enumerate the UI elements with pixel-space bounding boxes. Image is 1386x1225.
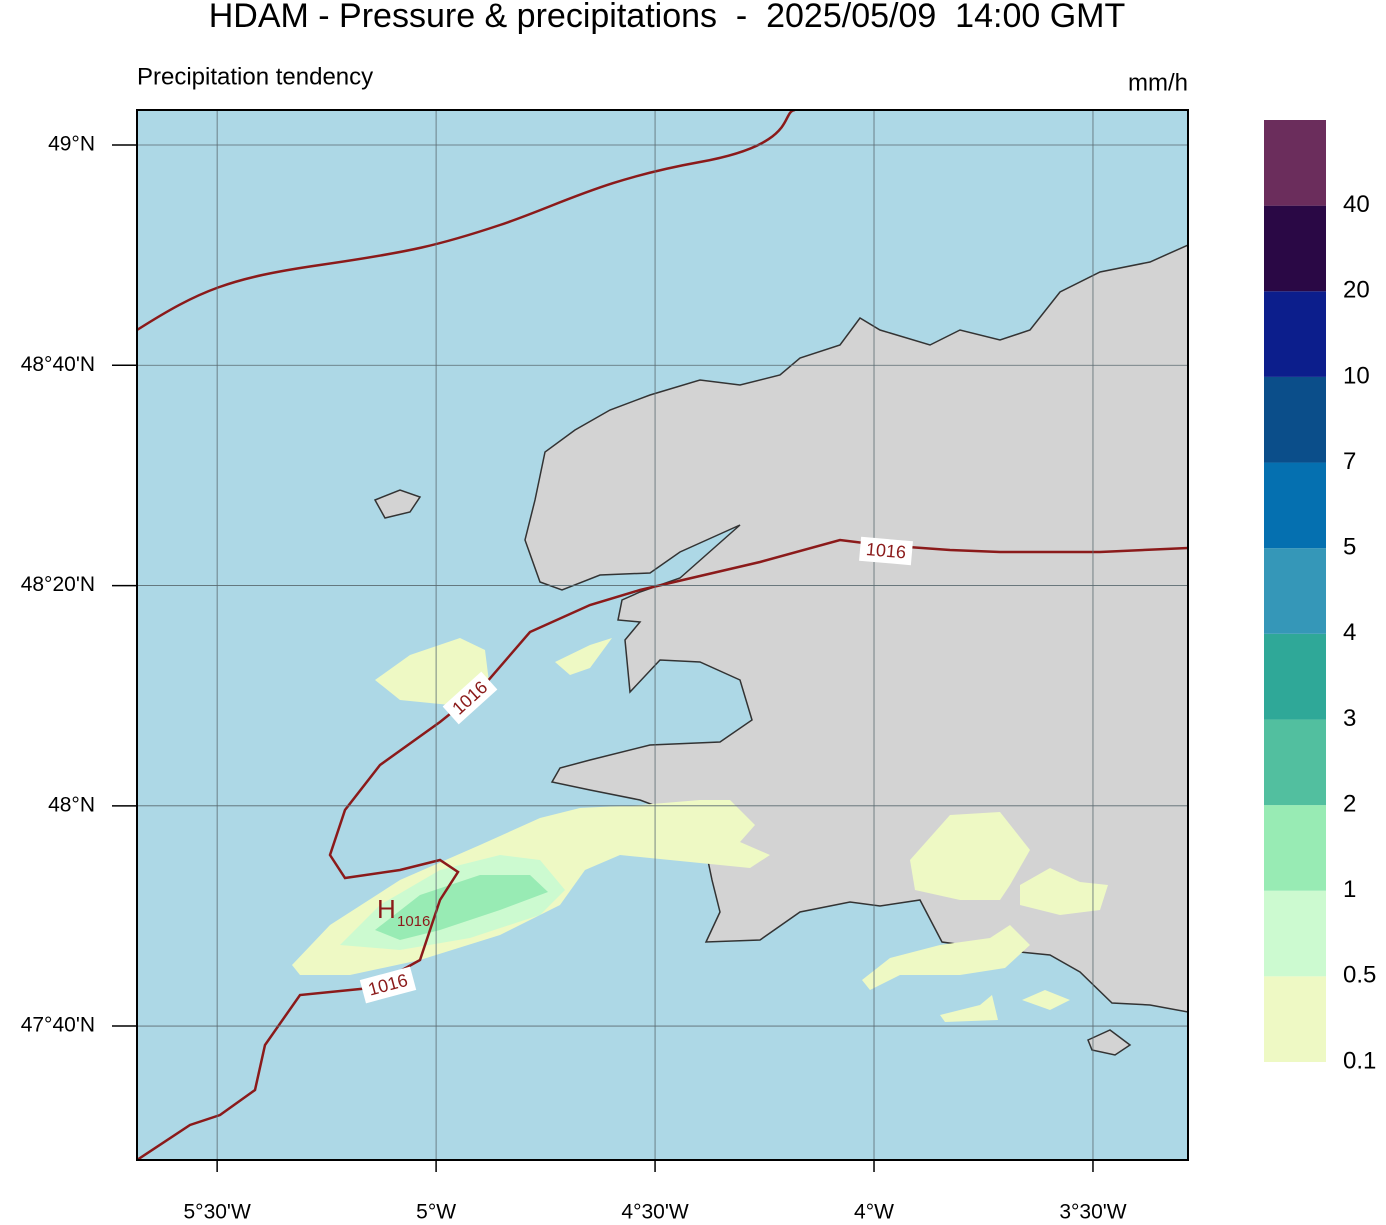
colorbar-segment bbox=[1264, 462, 1326, 549]
colorbar-label: 7 bbox=[1343, 448, 1356, 475]
y-tick-label: 48°40'N bbox=[21, 353, 95, 376]
colorbar-segment bbox=[1264, 805, 1326, 891]
isobars bbox=[137, 110, 1188, 1160]
precip-area bbox=[375, 638, 490, 705]
isobar bbox=[137, 110, 796, 332]
colorbar: 0.1 0.5 1 2 3 4 5 7 10 20 40 bbox=[1264, 120, 1376, 1074]
subtitle: Precipitation tendency bbox=[137, 63, 373, 90]
y-tick-label: 48°N bbox=[48, 793, 95, 816]
colorbar-segment bbox=[1264, 548, 1326, 634]
precip-area bbox=[910, 812, 1030, 900]
x-tick-label: 4°30'W bbox=[621, 1201, 688, 1224]
high-label: H bbox=[377, 894, 396, 924]
colorbar-label: 5 bbox=[1343, 534, 1356, 561]
grid: 5°30'W 5°W 4°30'W 4°W 3°30'W 49°N 48°40'N 48°20… bbox=[21, 110, 1188, 1224]
precip-area bbox=[1020, 868, 1108, 915]
map-area bbox=[137, 110, 1188, 1160]
precip-area bbox=[555, 638, 612, 675]
x-tick-label: 3°30'W bbox=[1059, 1201, 1126, 1224]
island bbox=[1087, 1029, 1132, 1056]
precip-area bbox=[862, 925, 1030, 990]
colorbar-segment bbox=[1264, 890, 1326, 977]
colorbar-label: 10 bbox=[1343, 362, 1370, 389]
colorbar-segment bbox=[1264, 205, 1326, 292]
colorbar-segment bbox=[1264, 976, 1326, 1062]
colorbar-label: 0.5 bbox=[1343, 962, 1376, 989]
high-value: 1016 bbox=[397, 913, 430, 930]
colorbar-label: 0.1 bbox=[1343, 1047, 1376, 1074]
colorbar-label: 3 bbox=[1343, 705, 1356, 732]
colorbar-label: 4 bbox=[1343, 619, 1356, 646]
colorbar-label: 40 bbox=[1343, 191, 1370, 218]
colorbar-segment bbox=[1264, 291, 1326, 377]
title: HDAM - Pressure & precipitations - 2025/… bbox=[209, 0, 1126, 35]
colorbar-segment bbox=[1264, 120, 1326, 206]
isobar-label: 1016 bbox=[859, 536, 913, 566]
colorbar-label: 2 bbox=[1343, 790, 1356, 817]
x-tick-label: 4°W bbox=[854, 1201, 894, 1224]
precip-area bbox=[1022, 990, 1070, 1010]
precip-area bbox=[375, 875, 548, 940]
island bbox=[373, 489, 422, 519]
colorbar-segment bbox=[1264, 719, 1326, 806]
colorbar-label: 20 bbox=[1343, 277, 1370, 304]
isobar-label-text: 1016 bbox=[865, 539, 907, 562]
x-tick-label: 5°W bbox=[416, 1201, 456, 1224]
y-tick-label: 47°40'N bbox=[21, 1014, 95, 1037]
x-tick-label: 5°30'W bbox=[184, 1201, 251, 1224]
y-tick-label: 48°20'N bbox=[21, 573, 95, 596]
precip-area bbox=[940, 995, 998, 1022]
unit: mm/h bbox=[1128, 69, 1188, 96]
colorbar-segment bbox=[1264, 376, 1326, 463]
colorbar-segment bbox=[1264, 633, 1326, 720]
colorbar-label: 1 bbox=[1343, 876, 1356, 903]
map-frame bbox=[136, 109, 1189, 1161]
y-tick-label: 49°N bbox=[48, 133, 95, 156]
isobar bbox=[137, 538, 1188, 1160]
precipitation bbox=[292, 638, 1108, 1022]
